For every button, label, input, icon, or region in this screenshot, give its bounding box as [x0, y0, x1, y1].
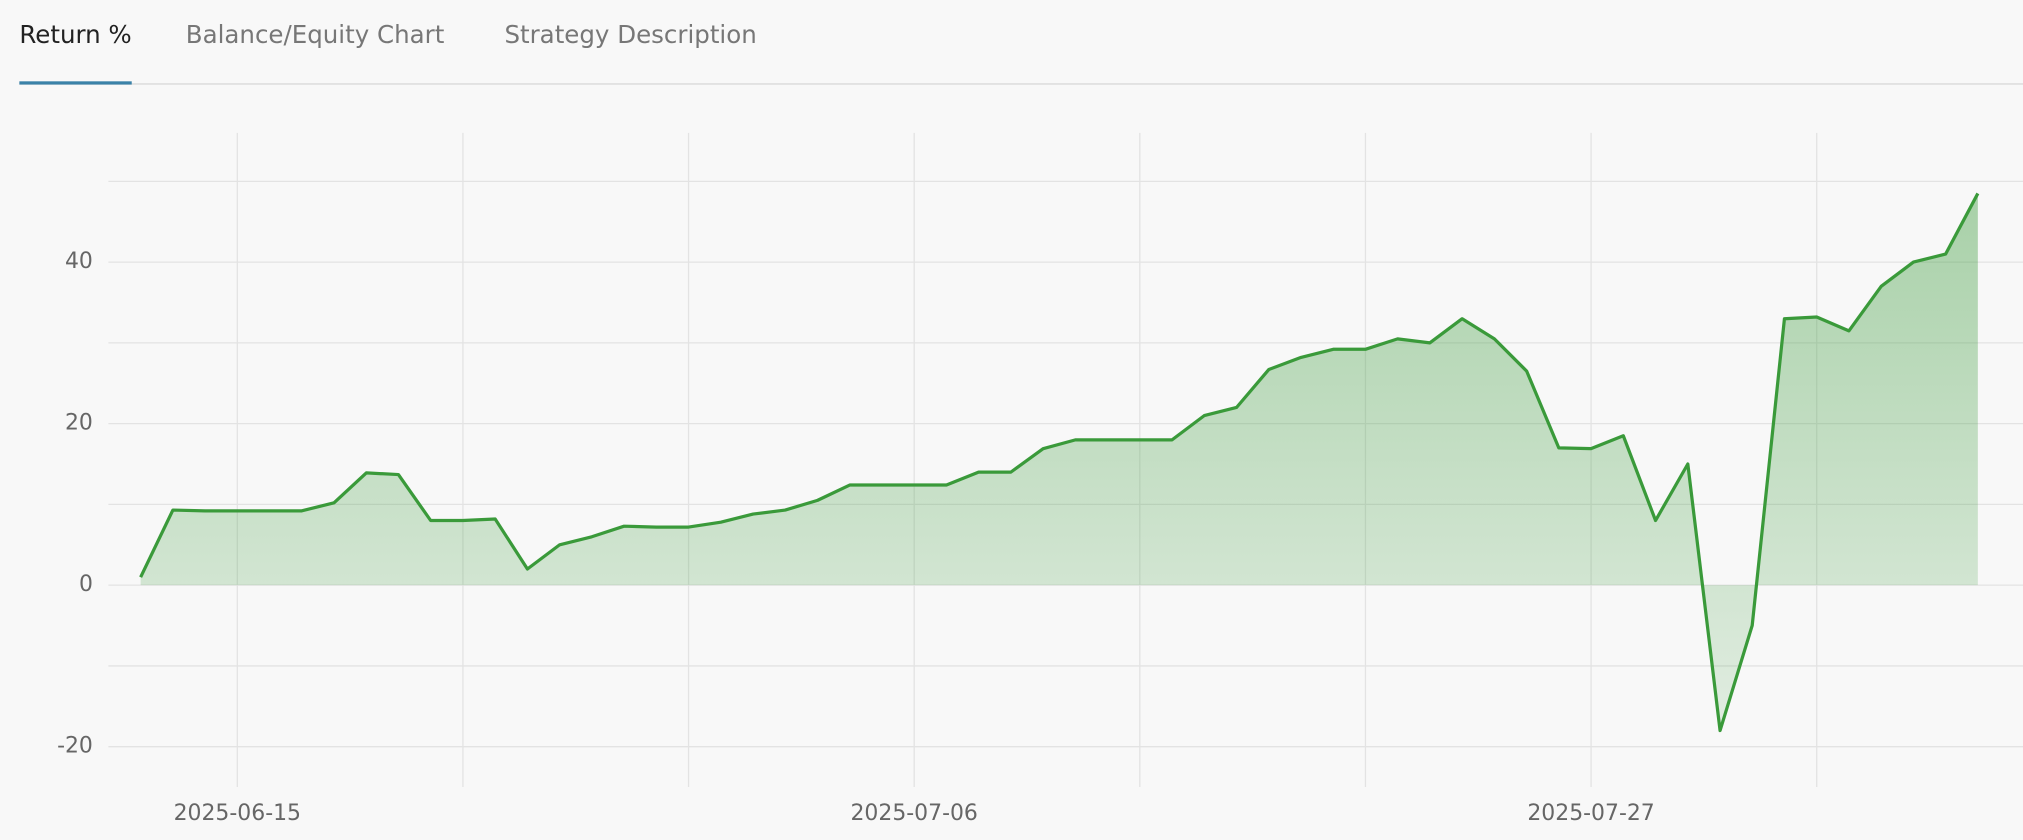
x-tick-label: 2025-06-15 [174, 801, 301, 826]
x-tick-label: 2025-07-27 [1527, 801, 1654, 826]
tab-indicator [19, 81, 132, 85]
area-fill [140, 193, 1978, 731]
tab[interactable]: Balance/Equity Chart [186, 20, 445, 49]
return-line [139, 192, 1980, 733]
y-tick-label: 20 [65, 411, 93, 436]
y-tick-label: 0 [79, 572, 93, 597]
tab[interactable]: Strategy Description [504, 20, 756, 49]
x-tick-label: 2025-07-06 [850, 801, 977, 826]
y-tick-label: 40 [65, 249, 93, 274]
tab[interactable]: Return % [19, 20, 131, 49]
y-tick-label: -20 [57, 734, 93, 759]
